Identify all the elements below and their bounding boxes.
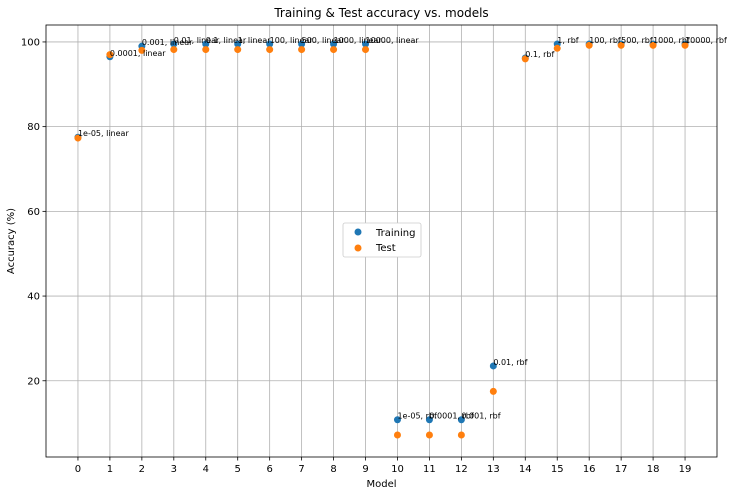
x-tick-label: 5 <box>235 464 241 475</box>
series-points <box>74 40 689 439</box>
point-training <box>298 40 306 48</box>
point-test <box>138 46 146 54</box>
x-axis-label: Model <box>366 479 396 490</box>
x-tick-label: 11 <box>423 464 436 475</box>
legend-marker-training <box>354 228 362 236</box>
series-test <box>74 41 689 439</box>
x-axis-ticks: 0 1 2 3 4 5 6 7 8 9 10 11 12 13 14 15 16 17 18 19 <box>75 457 692 475</box>
point-label: 10000, rbf <box>685 36 727 45</box>
point-training <box>362 40 370 48</box>
y-tick-label: 80 <box>27 122 40 133</box>
point-label: 0.01, linear <box>174 36 220 45</box>
point-label: 0.0001, rbf <box>429 412 473 421</box>
x-tick-label: 7 <box>298 464 304 475</box>
x-tick-label: 9 <box>362 464 368 475</box>
point-label: 1e-05, rbf <box>397 412 437 421</box>
point-training <box>234 40 242 48</box>
y-tick-label: 40 <box>27 292 40 303</box>
point-test <box>202 46 210 54</box>
point-label: 100, rbf <box>589 36 621 45</box>
x-tick-label: 15 <box>551 464 564 475</box>
x-tick-label: 14 <box>519 464 532 475</box>
legend-label-test: Test <box>375 243 396 254</box>
point-test <box>521 55 529 63</box>
point-labels: 1e-05, linear 0.0001, linear 0.001, linear… <box>78 36 727 421</box>
point-test <box>425 431 433 439</box>
y-axis-label: Accuracy (%) <box>6 208 17 274</box>
x-tick-label: 4 <box>203 464 209 475</box>
point-label: 0.001, rbf <box>461 412 500 421</box>
x-tick-label: 13 <box>487 464 500 475</box>
x-tick-label: 6 <box>266 464 272 475</box>
legend-label-training: Training <box>375 228 415 239</box>
point-test <box>234 46 242 54</box>
point-label: 1, rbf <box>557 36 579 45</box>
point-test <box>362 46 370 54</box>
point-label: 0.001, linear <box>142 38 193 47</box>
x-tick-label: 18 <box>647 464 660 475</box>
point-test <box>489 387 497 395</box>
x-tick-label: 17 <box>615 464 628 475</box>
x-tick-label: 10 <box>391 464 404 475</box>
x-tick-label: 8 <box>330 464 336 475</box>
point-test <box>457 431 465 439</box>
grid-lines <box>46 25 717 457</box>
point-training <box>393 416 401 424</box>
point-test <box>74 134 82 142</box>
point-label: 0.1, rbf <box>525 50 554 59</box>
point-label: 10000, linear <box>366 36 420 45</box>
point-training <box>266 40 274 48</box>
point-label: 1e-05, linear <box>78 129 130 138</box>
point-training <box>425 416 433 424</box>
point-test <box>106 51 114 59</box>
point-test <box>617 41 625 49</box>
point-label: 1000, linear <box>334 36 383 45</box>
point-training <box>202 40 210 48</box>
point-test <box>170 46 178 54</box>
point-test <box>681 41 689 49</box>
y-tick-label: 60 <box>27 207 40 218</box>
point-training <box>330 40 338 48</box>
point-test <box>298 46 306 54</box>
x-tick-label: 2 <box>139 464 145 475</box>
x-tick-label: 19 <box>679 464 692 475</box>
point-test <box>649 41 657 49</box>
point-label: 0.01, rbf <box>493 358 527 367</box>
point-label: 500, linear <box>302 36 346 45</box>
legend-box <box>342 222 422 258</box>
point-test <box>393 431 401 439</box>
point-label: 1000, rbf <box>653 36 690 45</box>
point-label: 500, rbf <box>621 36 653 45</box>
chart-title: Training & Test accuracy vs. models <box>273 6 488 20</box>
point-label: 100, linear <box>270 36 314 45</box>
point-training <box>457 416 465 424</box>
point-test <box>266 46 274 54</box>
x-tick-label: 12 <box>455 464 468 475</box>
point-training <box>170 40 178 48</box>
plot-frame <box>45 24 718 458</box>
point-label: 0.0001, linear <box>110 49 166 58</box>
point-label: 0.1, linear <box>206 36 247 45</box>
y-tick-label: 100 <box>21 37 40 48</box>
y-tick-label: 20 <box>27 376 40 387</box>
point-test <box>585 41 593 49</box>
x-tick-label: 3 <box>171 464 177 475</box>
point-training <box>489 362 497 370</box>
point-label: 1, linear <box>238 36 272 45</box>
point-test <box>553 44 561 52</box>
x-tick-label: 0 <box>75 464 81 475</box>
x-tick-label: 1 <box>107 464 113 475</box>
x-tick-label: 16 <box>583 464 596 475</box>
legend: Training Test <box>342 222 422 258</box>
y-axis-ticks: 20 40 60 80 100 <box>21 37 46 387</box>
legend-marker-test <box>354 244 362 252</box>
point-test <box>330 46 338 54</box>
